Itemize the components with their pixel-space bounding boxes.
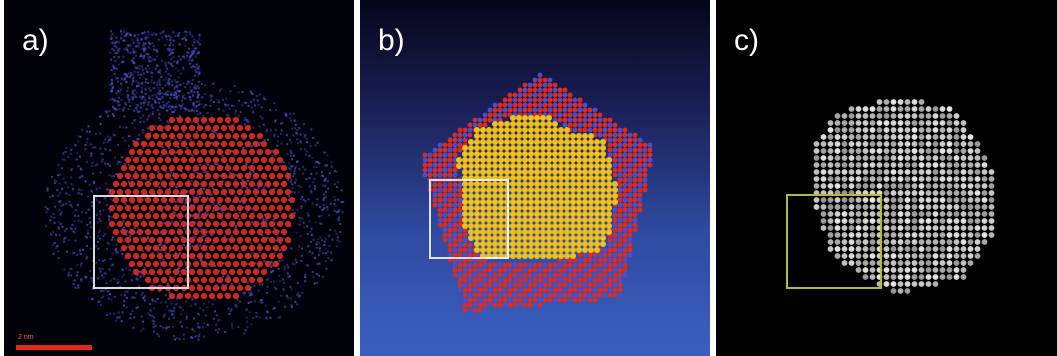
atom-map-a: [44, 30, 345, 341]
highlight-box: [786, 194, 882, 289]
blue-atom-cloud: [44, 30, 345, 341]
pentagonal-shell: [422, 72, 653, 313]
panel-label-a: a): [22, 24, 49, 57]
white-atom-columns: [813, 99, 995, 294]
panel-c-simulated-image: c): [716, 0, 1057, 356]
yellow-core: [456, 115, 618, 259]
highlight-box: [429, 179, 509, 259]
panel-label-b: b): [378, 24, 405, 57]
red-atom-particle: [108, 116, 296, 300]
scale-bar: [16, 345, 92, 350]
decahedron-model-b: [422, 72, 653, 313]
scale-bar-label: 2 nm: [18, 334, 34, 341]
simulated-image-c: [786, 99, 995, 294]
panel-label-c: c): [734, 24, 759, 57]
highlight-box: [93, 195, 189, 289]
panel-b-decahedron-model: b): [360, 0, 710, 356]
panel-a-atom-probe-reconstruction: a) 2 nm: [4, 0, 354, 356]
